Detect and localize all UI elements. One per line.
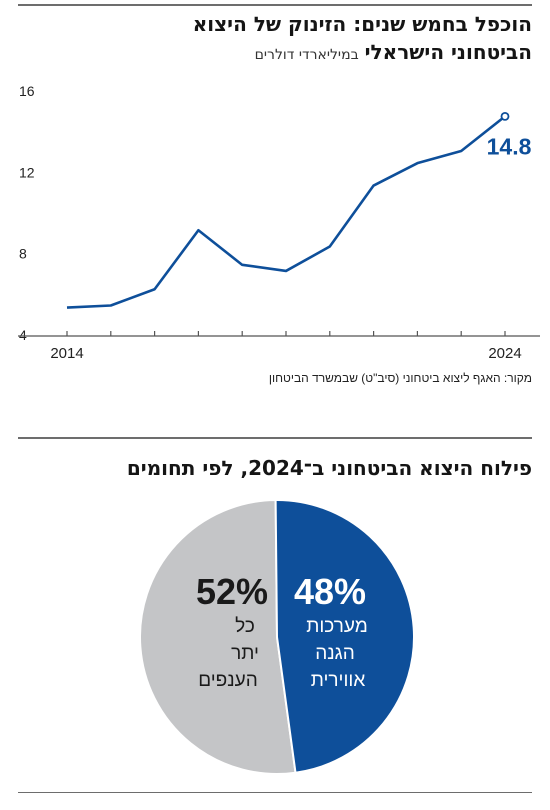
line-chart-title-text: הביטחוני הישראלי xyxy=(364,40,532,64)
y-tick-label: 8 xyxy=(19,246,27,262)
pie-section-rule xyxy=(18,437,532,439)
pie-chart-title: פילוח היצוא הביטחוני ב־2024, לפי תחומים xyxy=(126,456,532,480)
last-value-label: 14.8 xyxy=(487,133,532,159)
y-tick-label: 12 xyxy=(19,164,35,180)
pie-other-label-line1: כל xyxy=(235,616,255,637)
pie-slice-other-sectors xyxy=(138,498,297,775)
top-rule xyxy=(18,4,532,6)
pie-air-label-line1: מערכות xyxy=(306,616,368,637)
y-tick-label: 4 xyxy=(19,327,27,343)
line-chart-title-line2: הביטחוני הישראלי במיליארדי דולרים xyxy=(255,40,532,64)
pie-other-percent: 52% xyxy=(196,571,268,612)
pie-other-label-line2: יתר xyxy=(231,643,259,664)
pie-air-label-line2: הגנה xyxy=(315,643,355,664)
pie-slice-air-defense xyxy=(274,499,415,774)
x-tick-label: 2024 xyxy=(488,345,521,362)
bottom-rule xyxy=(18,792,532,793)
last-point-marker xyxy=(500,112,510,121)
pie-air-percent: 48% xyxy=(294,571,366,612)
line-chart: 4 8 12 16 2014 2024 14.8 xyxy=(18,83,540,362)
series-line xyxy=(66,115,506,309)
x-tick-label: 2014 xyxy=(50,345,83,362)
source-note: מקור: האגף ליצוא ביטחוני (סיב"ט) שבמשרד … xyxy=(268,371,532,385)
line-chart-subtitle: במיליארדי דולרים xyxy=(254,47,359,63)
pie-other-label-line3: הענפים xyxy=(198,670,258,691)
pie-chart: 48% מערכות הגנה אווירית 52% כל יתר הענפי… xyxy=(138,498,415,775)
y-tick-label: 16 xyxy=(19,83,35,99)
pie-air-label-line3: אווירית xyxy=(311,670,366,691)
line-chart-title-line1: הוכפל בחמש שנים: הזינוק של היצוא xyxy=(192,12,532,36)
